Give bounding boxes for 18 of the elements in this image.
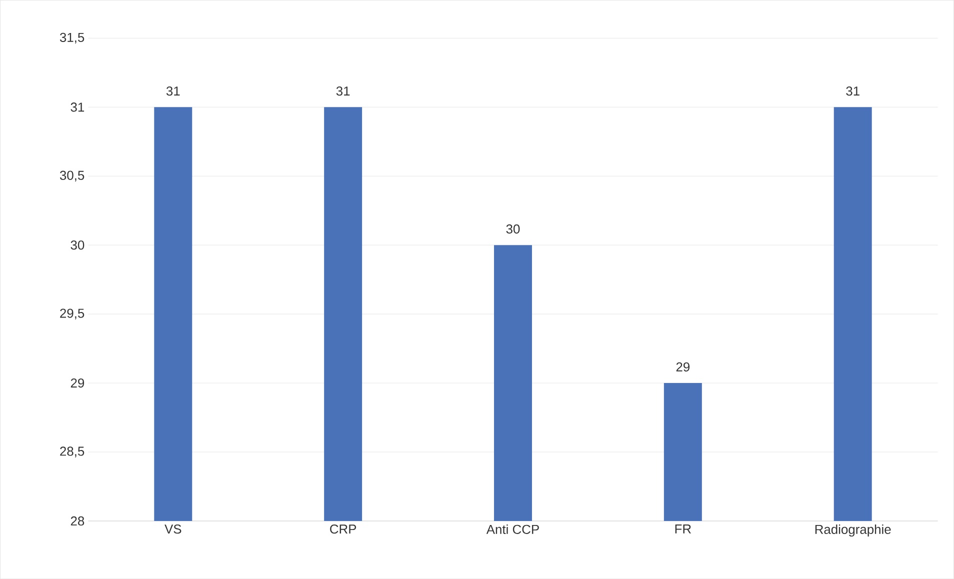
data-label: 31 [846, 86, 860, 96]
y-tick-label: 28 [70, 516, 84, 526]
data-label: 30 [506, 224, 520, 234]
y-tick-label: 29 [70, 378, 84, 388]
y-tick-label: 30 [70, 240, 84, 250]
x-tick-label: FR [675, 524, 691, 534]
y-tick-label: 29,5 [60, 308, 84, 320]
y-tick-label: 28,5 [60, 446, 84, 458]
x-tick-label: Anti CCP [486, 524, 539, 534]
y-tick-label: 30,5 [60, 170, 84, 182]
data-label: 31 [166, 86, 180, 96]
x-tick-label: VS [164, 524, 182, 534]
data-label: 29 [676, 362, 690, 372]
x-tick-label: CRP [330, 524, 356, 534]
data-label: 31 [336, 86, 350, 96]
y-tick-label: 31 [70, 102, 84, 112]
x-tick-label: Radiographie [815, 524, 891, 536]
y-tick-label: 31,5 [60, 32, 84, 44]
